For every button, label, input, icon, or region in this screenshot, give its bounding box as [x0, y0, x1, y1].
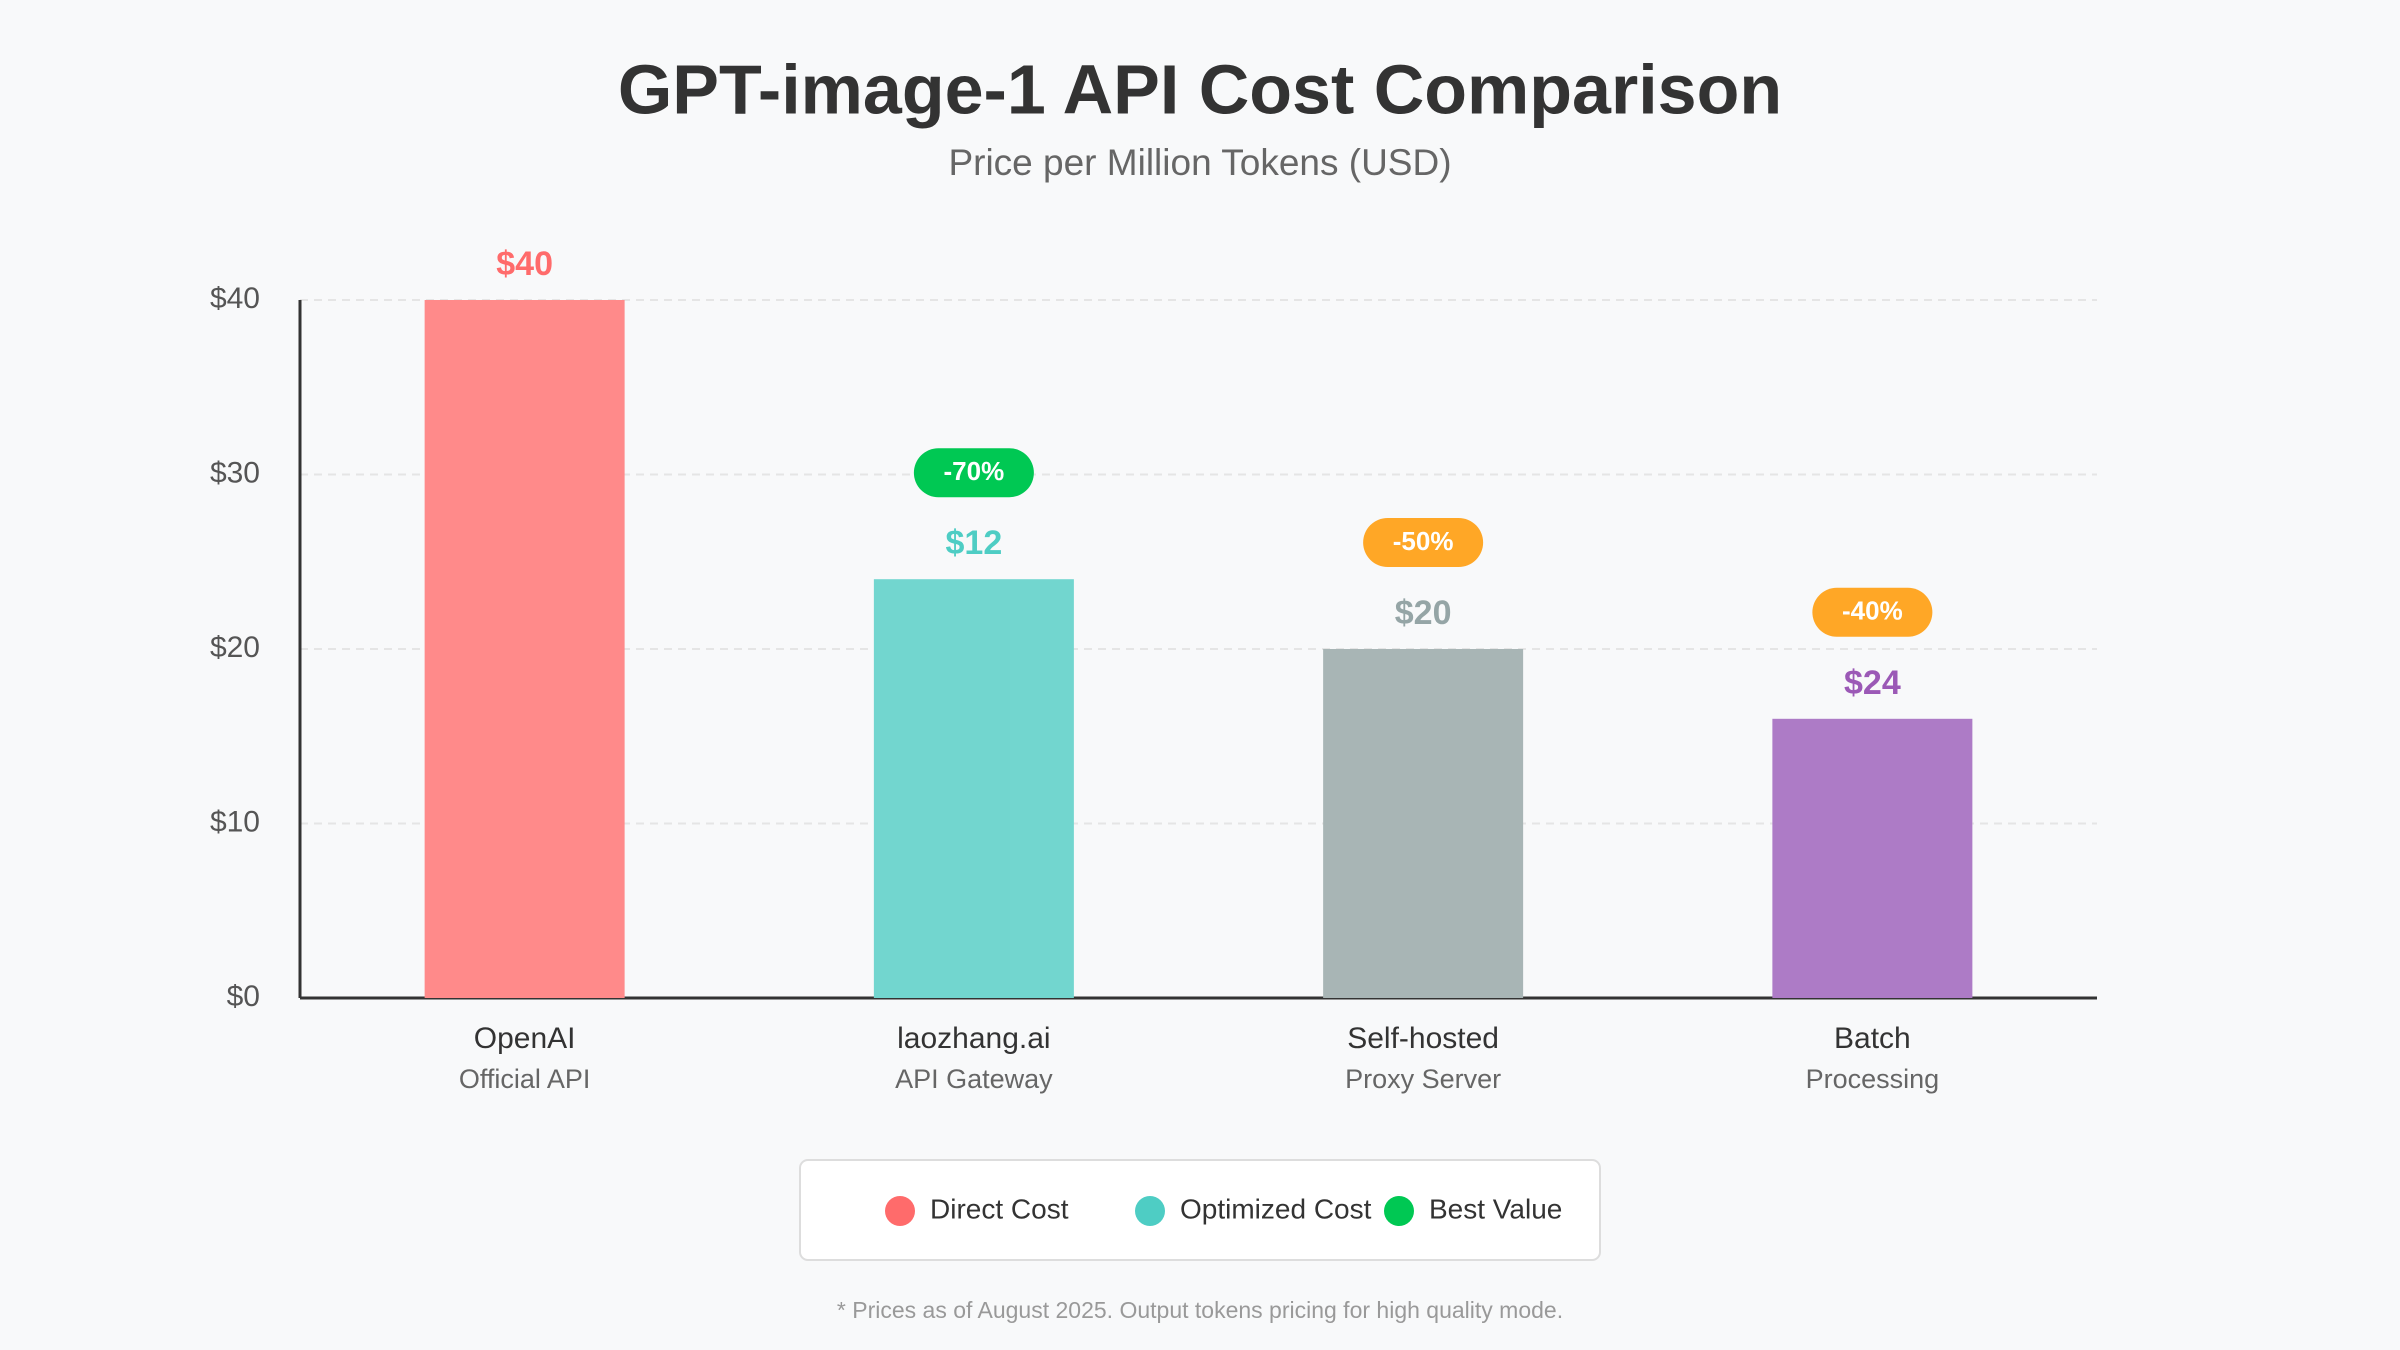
- badge-label: -50%: [1393, 526, 1454, 556]
- bar: [1772, 718, 1973, 998]
- x-tick-label: Self-hosted: [1347, 1022, 1499, 1055]
- bar-label: $24: [1844, 664, 1901, 702]
- legend-label: Optimized Cost: [1180, 1193, 1372, 1224]
- y-tick-label: $0: [227, 980, 260, 1013]
- x-tick-label: Batch: [1834, 1022, 1911, 1055]
- legend-label: Best Value: [1429, 1193, 1562, 1224]
- y-tick-label: $10: [210, 805, 260, 838]
- legend-marker: [1384, 1196, 1414, 1226]
- badge: [913, 448, 1034, 498]
- bar-label: $12: [946, 524, 1003, 562]
- x-tick-label: OpenAI: [474, 1022, 576, 1055]
- y-tick-label: $40: [210, 282, 260, 315]
- bar: [424, 300, 625, 998]
- legend-marker: [885, 1196, 915, 1226]
- x-tick-sublabel: API Gateway: [895, 1064, 1053, 1094]
- footnote: * Prices as of August 2025. Output token…: [837, 1297, 1563, 1323]
- legend-box: [799, 1159, 1601, 1261]
- y-tick-label: $30: [210, 456, 260, 489]
- legend-marker: [1135, 1196, 1165, 1226]
- x-tick-sublabel: Processing: [1806, 1064, 1940, 1094]
- x-tick-sublabel: Proxy Server: [1345, 1064, 1501, 1094]
- badge-label: -70%: [944, 456, 1005, 486]
- chart-subtitle: Price per Million Tokens (USD): [948, 142, 1451, 183]
- badge: [1363, 518, 1484, 567]
- x-tick-label: laozhang.ai: [897, 1022, 1050, 1055]
- legend-label: Direct Cost: [930, 1193, 1069, 1224]
- y-tick-label: $20: [210, 631, 260, 664]
- badge-label: -40%: [1842, 596, 1903, 626]
- bar-label: $20: [1395, 594, 1452, 632]
- x-tick-sublabel: Official API: [459, 1064, 591, 1094]
- bar: [873, 579, 1074, 998]
- chart-title: GPT-image-1 API Cost Comparison: [618, 50, 1782, 128]
- badge: [1812, 587, 1933, 637]
- bar-label: $40: [496, 245, 553, 283]
- bar: [1323, 649, 1524, 998]
